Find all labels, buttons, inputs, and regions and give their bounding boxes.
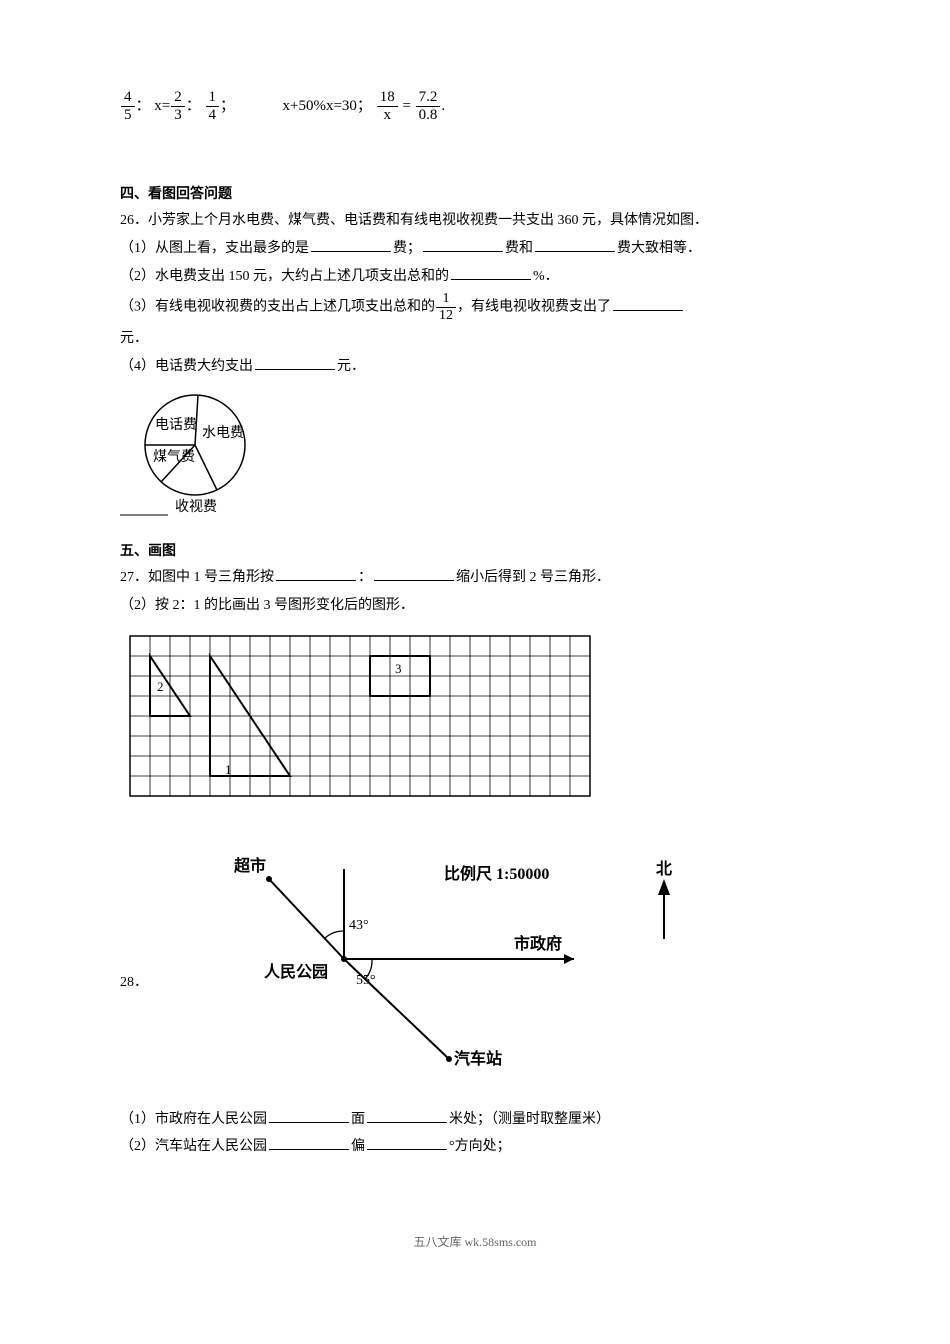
map-angle-43: 43°	[349, 918, 369, 933]
blank	[269, 1108, 349, 1123]
grid-figure: 2 1 3	[120, 626, 830, 811]
q26-3-tail: 元．	[120, 327, 830, 351]
map-label-north: 北	[656, 860, 672, 878]
map-label-scale: 比例尺 1:50000	[444, 864, 549, 883]
q26-1-text-c: 费和	[505, 241, 533, 256]
q26-1: （1）从图上看，支出最多的是 费； 费和 费大致相等．	[120, 237, 830, 261]
q28-1-text-b: 面	[351, 1112, 365, 1127]
q26-3-text-a: （3）有线电视收视费的支出占上述几项支出总和的	[120, 300, 435, 315]
fraction-1-4: 1 4	[206, 90, 220, 123]
period: .	[441, 98, 445, 114]
blank	[423, 237, 503, 252]
equals-sign: =	[402, 98, 410, 114]
q28-number: 28．	[120, 971, 148, 991]
grid-label-1: 1	[225, 762, 232, 777]
map-figure: 超市 43° 55° 人民公园 市政府 汽车站 比例尺 1:50000 北	[154, 829, 714, 1094]
q27-2: （2）按 2：1 的比画出 3 号图形变化后的图形．	[120, 594, 830, 618]
q26-4-text-b: 元．	[337, 359, 365, 374]
blank	[367, 1135, 447, 1150]
pie-chart: 电话费 水电费 煤气费 收视费	[120, 387, 830, 522]
colon-2: ：	[186, 98, 201, 114]
q28-1: （1）市政府在人民公园 面 米处；（测量时取整厘米）	[120, 1108, 830, 1132]
blank	[367, 1108, 447, 1123]
pie-label-tv: 收视费	[175, 499, 217, 515]
eq-x-plus-50pct: x+50%x=30；	[283, 98, 372, 114]
blank	[269, 1135, 349, 1150]
q26-2-text-a: （2）水电费支出 150 元，大约占上述几项支出总和的	[120, 269, 449, 284]
fraction-7p2-0p8: 7.2 0.8	[416, 90, 441, 123]
q26-1-text-b: 费；	[393, 241, 421, 256]
section-5-title: 五、画图	[120, 540, 830, 560]
pie-label-phone: 电话费	[155, 417, 197, 433]
fraction-1-12: 1 12	[436, 292, 456, 323]
fraction-18-x: 18 x	[377, 90, 398, 123]
x-eq: x=	[154, 98, 170, 114]
grid-label-3: 3	[395, 661, 402, 676]
blank	[451, 265, 531, 280]
q26-4: （4）电话费大约支出 元．	[120, 355, 830, 379]
q28-2: （2）汽车站在人民公园 偏 °方向处；	[120, 1135, 830, 1159]
blank	[255, 355, 335, 370]
q26-1-text-a: （1）从图上看，支出最多的是	[120, 241, 309, 256]
q28-2-text-c: °方向处；	[449, 1139, 511, 1154]
q26-4-text-a: （4）电话费大约支出	[120, 359, 253, 374]
map-label-park: 人民公园	[264, 963, 328, 981]
pie-label-gas: 煤气费	[153, 449, 195, 465]
q27-1: 27．如图中 1 号三角形按 ： 缩小后得到 2 号三角形．	[120, 566, 830, 590]
q28-1-text-c: 米处；（测量时取整厘米）	[449, 1112, 610, 1127]
colon-1: ：	[136, 98, 151, 114]
q28-2-text-b: 偏	[351, 1139, 365, 1154]
blank	[613, 296, 683, 311]
q26-2-text-b: %．	[533, 269, 559, 284]
blank	[276, 566, 356, 581]
map-label-bus: 汽车站	[454, 1049, 502, 1068]
q26-3-text-b: ，有线电视收视费支出了	[457, 300, 611, 315]
q28-1-text-a: （1）市政府在人民公园	[120, 1112, 267, 1127]
q26-2: （2）水电费支出 150 元，大约占上述几项支出总和的 %．	[120, 265, 830, 289]
q26-1-text-d: 费大致相等．	[617, 241, 701, 256]
page-footer: 五八文库 wk.58sms.com	[0, 1203, 950, 1270]
pie-label-water: 水电费	[202, 425, 244, 441]
blank	[535, 237, 615, 252]
blank	[374, 566, 454, 581]
q26-intro: 26．小芳家上个月水电费、煤气费、电话费和有线电视收视费一共支出 360 元，具…	[120, 209, 830, 233]
equation-row: 4 5 ： x= 2 3 ： 1 4 ； x+50%x=30； 18 x = 7…	[120, 90, 830, 123]
blank	[311, 237, 391, 252]
q27-1-text-a: 27．如图中 1 号三角形按	[120, 570, 274, 585]
fraction-4-5: 4 5	[121, 90, 135, 123]
map-label-gov: 市政府	[514, 934, 562, 953]
section-4-title: 四、看图回答问题	[120, 183, 830, 203]
q27-1-colon: ：	[358, 570, 372, 585]
q28-2-text-a: （2）汽车站在人民公园	[120, 1139, 267, 1154]
q26-3: （3）有线电视收视费的支出占上述几项支出总和的 1 12 ，有线电视收视费支出了	[120, 292, 830, 323]
map-angle-55: 55°	[356, 973, 376, 988]
q27-1-text-c: 缩小后得到 2 号三角形．	[456, 570, 610, 585]
grid-label-2: 2	[157, 679, 164, 694]
fraction-2-3: 2 3	[171, 90, 185, 123]
map-label-market: 超市	[233, 856, 266, 875]
